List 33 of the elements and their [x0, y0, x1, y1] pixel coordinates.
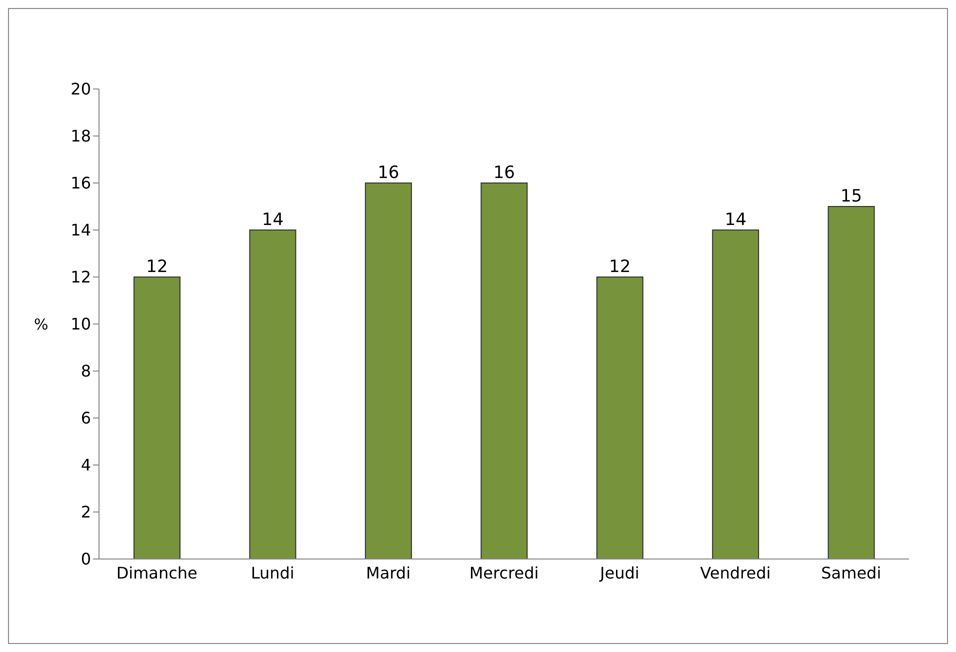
data-label: 12	[146, 257, 168, 277]
x-tick-label: Vendredi	[700, 563, 771, 582]
y-tick-label: 0	[80, 550, 91, 569]
y-tick-label: 12	[70, 268, 91, 287]
data-label: 14	[262, 210, 284, 230]
bar	[596, 276, 644, 559]
bar	[712, 230, 760, 559]
x-tick-label: Samedi	[821, 563, 882, 582]
y-tick-label: 4	[80, 456, 91, 475]
data-label: 16	[378, 163, 400, 183]
y-tick-label: 8	[80, 362, 91, 381]
y-axis-title: %	[34, 315, 48, 334]
y-tick-label: 2	[80, 502, 91, 522]
bar	[364, 182, 412, 559]
y-tick-label: 10	[70, 314, 91, 334]
data-label: 12	[609, 257, 631, 277]
y-tick-label: 18	[70, 126, 91, 146]
y-tick-label: 14	[70, 220, 91, 240]
x-tick-label: Mercredi	[469, 563, 539, 582]
y-tick-label: 20	[70, 80, 91, 99]
data-label: 14	[724, 210, 746, 230]
bar	[249, 230, 296, 559]
data-label: 16	[493, 163, 515, 183]
y-tick-label: 16	[70, 174, 91, 193]
y-tick-label: 6	[80, 408, 91, 428]
bar	[480, 182, 528, 559]
x-tick-label: Lundi	[250, 563, 294, 582]
x-tick-label: Jeudi	[599, 563, 640, 582]
x-tick-label: Mardi	[366, 563, 411, 582]
bar	[828, 206, 875, 559]
x-tick-label: Dimanche	[116, 563, 198, 582]
bar	[134, 276, 180, 559]
data-label: 15	[840, 186, 862, 206]
